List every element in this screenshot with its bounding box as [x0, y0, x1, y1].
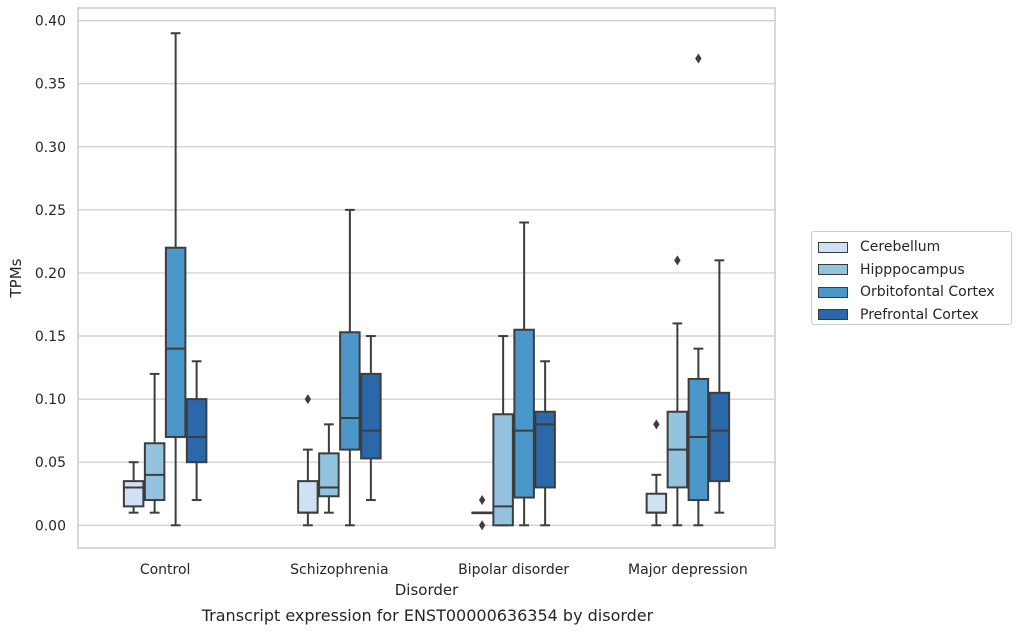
- box-prefrontal-cortex: [360, 372, 382, 460]
- x-tick-label: Control: [140, 562, 191, 578]
- y-tick-label: 0.10: [35, 392, 66, 408]
- y-tick-label: 0.35: [35, 77, 66, 93]
- plot-frame: [77, 7, 776, 549]
- box-cerebellum: [297, 480, 319, 514]
- legend-swatch-hippocampus: [818, 264, 848, 276]
- legend-item-hippocampus: Hipppocampus: [818, 259, 1011, 282]
- y-tick-label: 0.25: [35, 203, 66, 219]
- y-tick-label: 0.20: [35, 266, 66, 282]
- outlier-point: [478, 495, 486, 506]
- legend-label-cerebellum: Cerebellum: [860, 239, 941, 256]
- x-tick-label: Bipolar disorder: [458, 562, 569, 578]
- box-hipppocampus: [318, 452, 340, 498]
- y-tick-label: 0.00: [35, 518, 66, 534]
- outlier-point: [478, 520, 486, 531]
- outlier-point: [695, 53, 702, 64]
- x-axis-label: Disorder: [395, 581, 459, 599]
- legend: Cerebellum Hipppocampus Orbitofontal Cor…: [811, 231, 1012, 325]
- x-tick-label: Major depression: [628, 562, 748, 578]
- legend-label-hippocampus: Hipppocampus: [860, 261, 965, 278]
- y-tick-label: 0.30: [35, 140, 66, 156]
- box-hipppocampus: [492, 413, 514, 527]
- box-orbitofontal-cortex: [164, 246, 187, 438]
- y-axis-label: TPMs: [7, 258, 25, 298]
- box-orbitofontal-cortex: [339, 331, 361, 451]
- outlier-point: [304, 394, 312, 405]
- figure-caption: Transcript expression for ENST0000063635…: [201, 606, 654, 625]
- box-prefrontal-cortex: [534, 410, 556, 489]
- box-hipppocampus: [143, 442, 166, 502]
- legend-swatch-orbitofrontal: [818, 286, 848, 298]
- y-tick-label: 0.40: [35, 14, 66, 30]
- legend-label-prefrontal: Prefrontal Cortex: [860, 306, 979, 323]
- box-prefrontal-cortex: [708, 391, 731, 483]
- box-orbitofontal-cortex: [687, 377, 710, 502]
- box-cerebellum: [645, 492, 668, 514]
- outlier-point: [653, 419, 660, 430]
- legend-item-prefrontal: Prefrontal Cortex: [818, 304, 1011, 327]
- legend-item-cerebellum: Cerebellum: [818, 236, 1011, 259]
- legend-item-orbitofrontal: Orbitofontal Cortex: [818, 281, 1011, 304]
- legend-label-orbitofrontal: Orbitofontal Cortex: [860, 284, 995, 301]
- outlier-point: [674, 255, 681, 266]
- box-prefrontal-cortex: [185, 398, 208, 464]
- box-orbitofontal-cortex: [513, 328, 535, 499]
- y-tick-label: 0.05: [35, 455, 66, 471]
- x-tick-label: Schizophrenia: [290, 562, 388, 578]
- y-tick-label: 0.15: [35, 329, 66, 345]
- box-cerebellum: [122, 480, 145, 508]
- legend-swatch-prefrontal: [818, 309, 848, 321]
- legend-swatch-cerebellum: [818, 241, 848, 253]
